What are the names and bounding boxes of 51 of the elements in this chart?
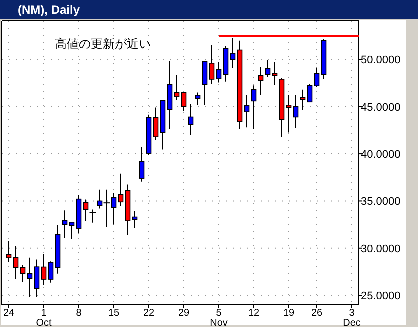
candlestick [174, 74, 180, 101]
candlestick [216, 62, 222, 84]
candlestick [132, 210, 138, 229]
y-tick-label: 35.0000 [361, 196, 401, 208]
x-tick-label: 24 [3, 308, 15, 319]
candlestick [188, 104, 194, 136]
candlestick [258, 66, 264, 96]
x-tick-label: 22 [143, 308, 155, 319]
candlestick [118, 173, 124, 207]
candlestick [265, 60, 271, 78]
candlestick [6, 240, 12, 263]
candlestick [181, 92, 187, 112]
candlestick [272, 62, 278, 86]
y-tick-label: 40.0000 [361, 149, 401, 162]
x-tick-label: 3 Dec [343, 308, 361, 327]
candlestick [209, 45, 215, 85]
candlestick [244, 95, 250, 128]
y-tick-label: 45.0000 [361, 102, 401, 114]
x-tick-label: 12 [248, 308, 260, 319]
candlestick [34, 259, 40, 298]
x-tick-label: 29 [178, 308, 190, 319]
candlestick [62, 210, 68, 239]
x-tick-label: 5 Nov [210, 308, 228, 327]
candlestick [69, 221, 75, 240]
candlestick [13, 246, 19, 280]
candlestick [230, 37, 236, 69]
candlestick [41, 254, 47, 286]
x-tick-label: 15 [108, 308, 120, 319]
candlestick [314, 67, 320, 88]
annotation: 高値の更新が近い [55, 37, 151, 51]
candlestick [139, 146, 145, 182]
candlestick [20, 264, 26, 283]
y-tick-label: 30.0000 [361, 243, 401, 256]
candlestick [300, 89, 306, 111]
candlestick [293, 95, 299, 130]
chart-title: (NM), Daily [18, 3, 80, 17]
x-tick-label: 1 Oct [36, 308, 52, 327]
candlestick [153, 107, 159, 141]
candlestick [307, 84, 313, 103]
candlestick [48, 261, 54, 284]
candlestick [195, 92, 201, 106]
candlestick [286, 95, 292, 134]
candlestick [27, 257, 33, 298]
y-tick-label: 50.0000 [361, 54, 401, 67]
x-tick-label: 8 [76, 308, 82, 319]
candlestick [83, 199, 89, 222]
x-tick-label: 19 [283, 308, 295, 319]
candlestick [202, 61, 208, 106]
x-tick-label: 26 [311, 308, 323, 319]
candlestick [251, 85, 257, 130]
y-tick-label: 25.0000 [361, 290, 401, 303]
